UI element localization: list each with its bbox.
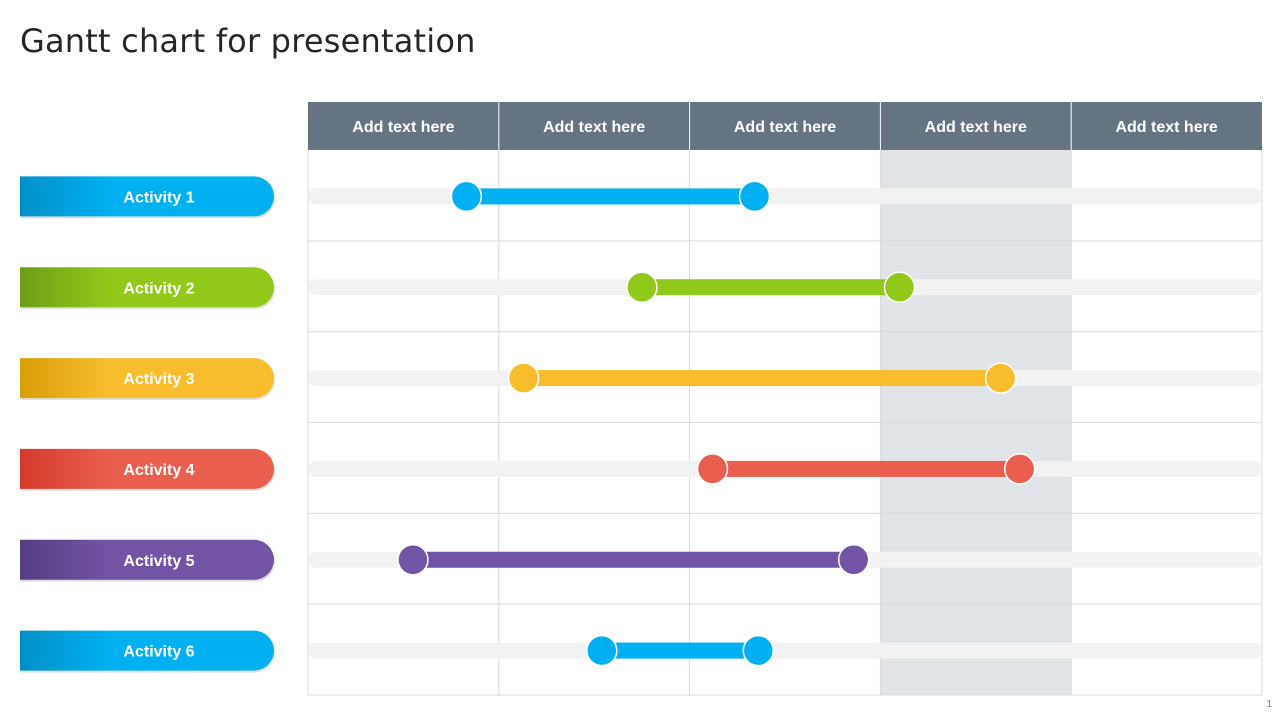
activity-label-pill: [20, 176, 274, 217]
activity-label-pill: [20, 630, 274, 671]
activity-label: Activity 1: [123, 189, 194, 206]
activity-label-pill: [20, 358, 274, 399]
activity-label-pill: [20, 539, 274, 580]
column-header-label: Add text here: [1115, 119, 1217, 136]
activity-end-node: [1003, 453, 1036, 485]
activity-end-node: [742, 634, 775, 667]
column-header-cell: [498, 102, 690, 150]
activity-start-node: [696, 453, 729, 485]
activity-start-node: [397, 544, 429, 576]
activity-start-node: [507, 362, 540, 394]
column-header-cell: [689, 102, 881, 150]
activity-end-node: [738, 180, 771, 213]
activity-bar: [523, 370, 1001, 387]
column-header-cell: [1071, 102, 1262, 150]
activity-label: Activity 6: [123, 644, 194, 661]
page-title: Gantt chart for presentation: [20, 22, 476, 60]
activity-end-node: [883, 271, 916, 303]
activity-bar: [712, 460, 1020, 477]
grid-layer: [307, 150, 1263, 696]
activity-end-node: [837, 544, 870, 576]
activity-label: Activity 2: [123, 280, 194, 297]
activity-label-layer: Activity 1 Activity 2 Activity 3 Activity 4…: [20, 176, 275, 673]
activity-label-pill: [20, 267, 274, 308]
activity-start-node: [586, 634, 618, 667]
activity-track: [308, 642, 1262, 659]
activity-label: Activity 4: [123, 462, 194, 479]
column-header-cell: [880, 102, 1072, 150]
column-header-label: Add text here: [352, 119, 454, 136]
activity-start-node: [450, 180, 483, 213]
activity-end-node: [984, 362, 1017, 394]
activity-bar: [466, 188, 755, 205]
activity-bar: [641, 279, 900, 296]
column-header-label: Add text here: [543, 119, 645, 136]
column-header-label: Add text here: [925, 119, 1027, 136]
activity-label-pill: [20, 448, 274, 489]
activity-bar: [601, 642, 759, 659]
activity-start-node: [626, 271, 658, 303]
header-layer: Add text here Add text here Add text here A…: [308, 102, 1262, 150]
column-header-cell: [308, 102, 499, 150]
activity-label: Activity 5: [123, 553, 194, 570]
column-header-label: Add text here: [734, 119, 836, 136]
bar-layer: [308, 180, 1262, 667]
page-number: 1: [1266, 699, 1272, 710]
activity-label: Activity 3: [123, 371, 194, 388]
activity-bar: [412, 551, 854, 568]
